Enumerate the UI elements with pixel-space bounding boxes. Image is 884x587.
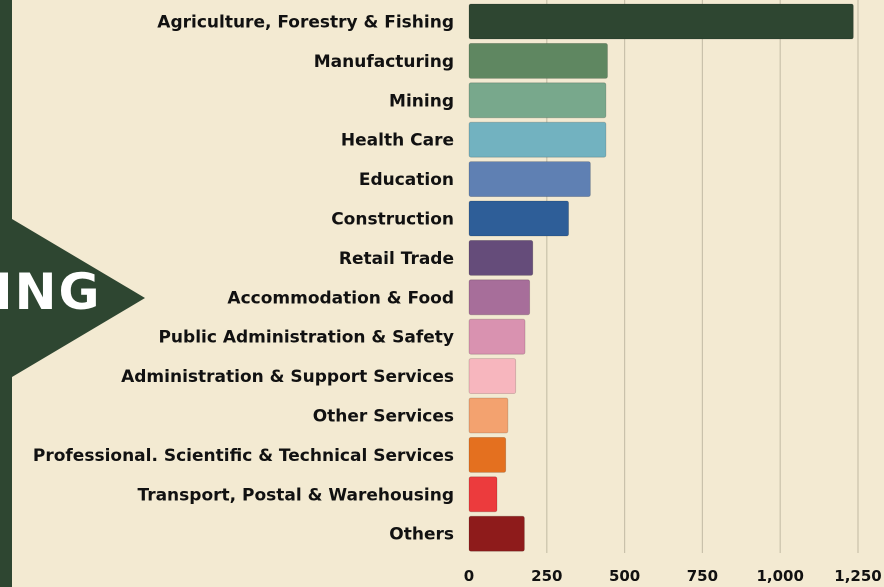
bar	[468, 161, 591, 198]
bar	[468, 358, 517, 395]
bars	[468, 3, 854, 552]
category-label: Others	[389, 525, 454, 545]
category-label: Health Care	[341, 131, 454, 151]
category-label: Accommodation & Food	[227, 288, 454, 308]
x-tick-label: 750	[687, 567, 718, 585]
bar	[468, 239, 534, 276]
bar	[468, 3, 854, 40]
bar	[468, 82, 607, 119]
banner-text: ING	[0, 263, 102, 321]
bar	[468, 121, 607, 158]
x-tick-label: 500	[609, 567, 640, 585]
category-label: Transport, Postal & Warehousing	[137, 485, 454, 505]
category-label: Mining	[389, 91, 454, 111]
x-tick-label: 1,000	[756, 567, 803, 585]
category-label: Public Administration & Safety	[158, 328, 454, 348]
bar	[468, 43, 608, 79]
x-tick-label: 0	[464, 567, 474, 585]
bar	[468, 515, 525, 552]
x-tick-label: 250	[531, 567, 562, 585]
bar	[468, 397, 509, 434]
bar	[468, 279, 531, 316]
category-label: Other Services	[313, 407, 454, 427]
bar	[468, 476, 498, 513]
category-label: Manufacturing	[314, 52, 454, 72]
category-label: Education	[359, 170, 454, 190]
category-label: Retail Trade	[339, 249, 454, 269]
category-labels: Agriculture, Forestry & Fishing Manufactu…	[33, 13, 454, 545]
gridlines	[546, 0, 859, 553]
category-label: Agriculture, Forestry & Fishing	[157, 13, 454, 33]
x-tick-label: 1,250	[834, 567, 881, 585]
bar	[468, 436, 507, 473]
x-axis-ticks: 0 250 500 750 1,000 1,250	[464, 567, 882, 585]
bar	[468, 318, 526, 355]
category-label: Administration & Support Services	[121, 367, 454, 387]
category-label: Construction	[331, 210, 454, 230]
bar	[468, 200, 569, 237]
category-label: Professional. Scientific & Technical Ser…	[33, 446, 454, 466]
